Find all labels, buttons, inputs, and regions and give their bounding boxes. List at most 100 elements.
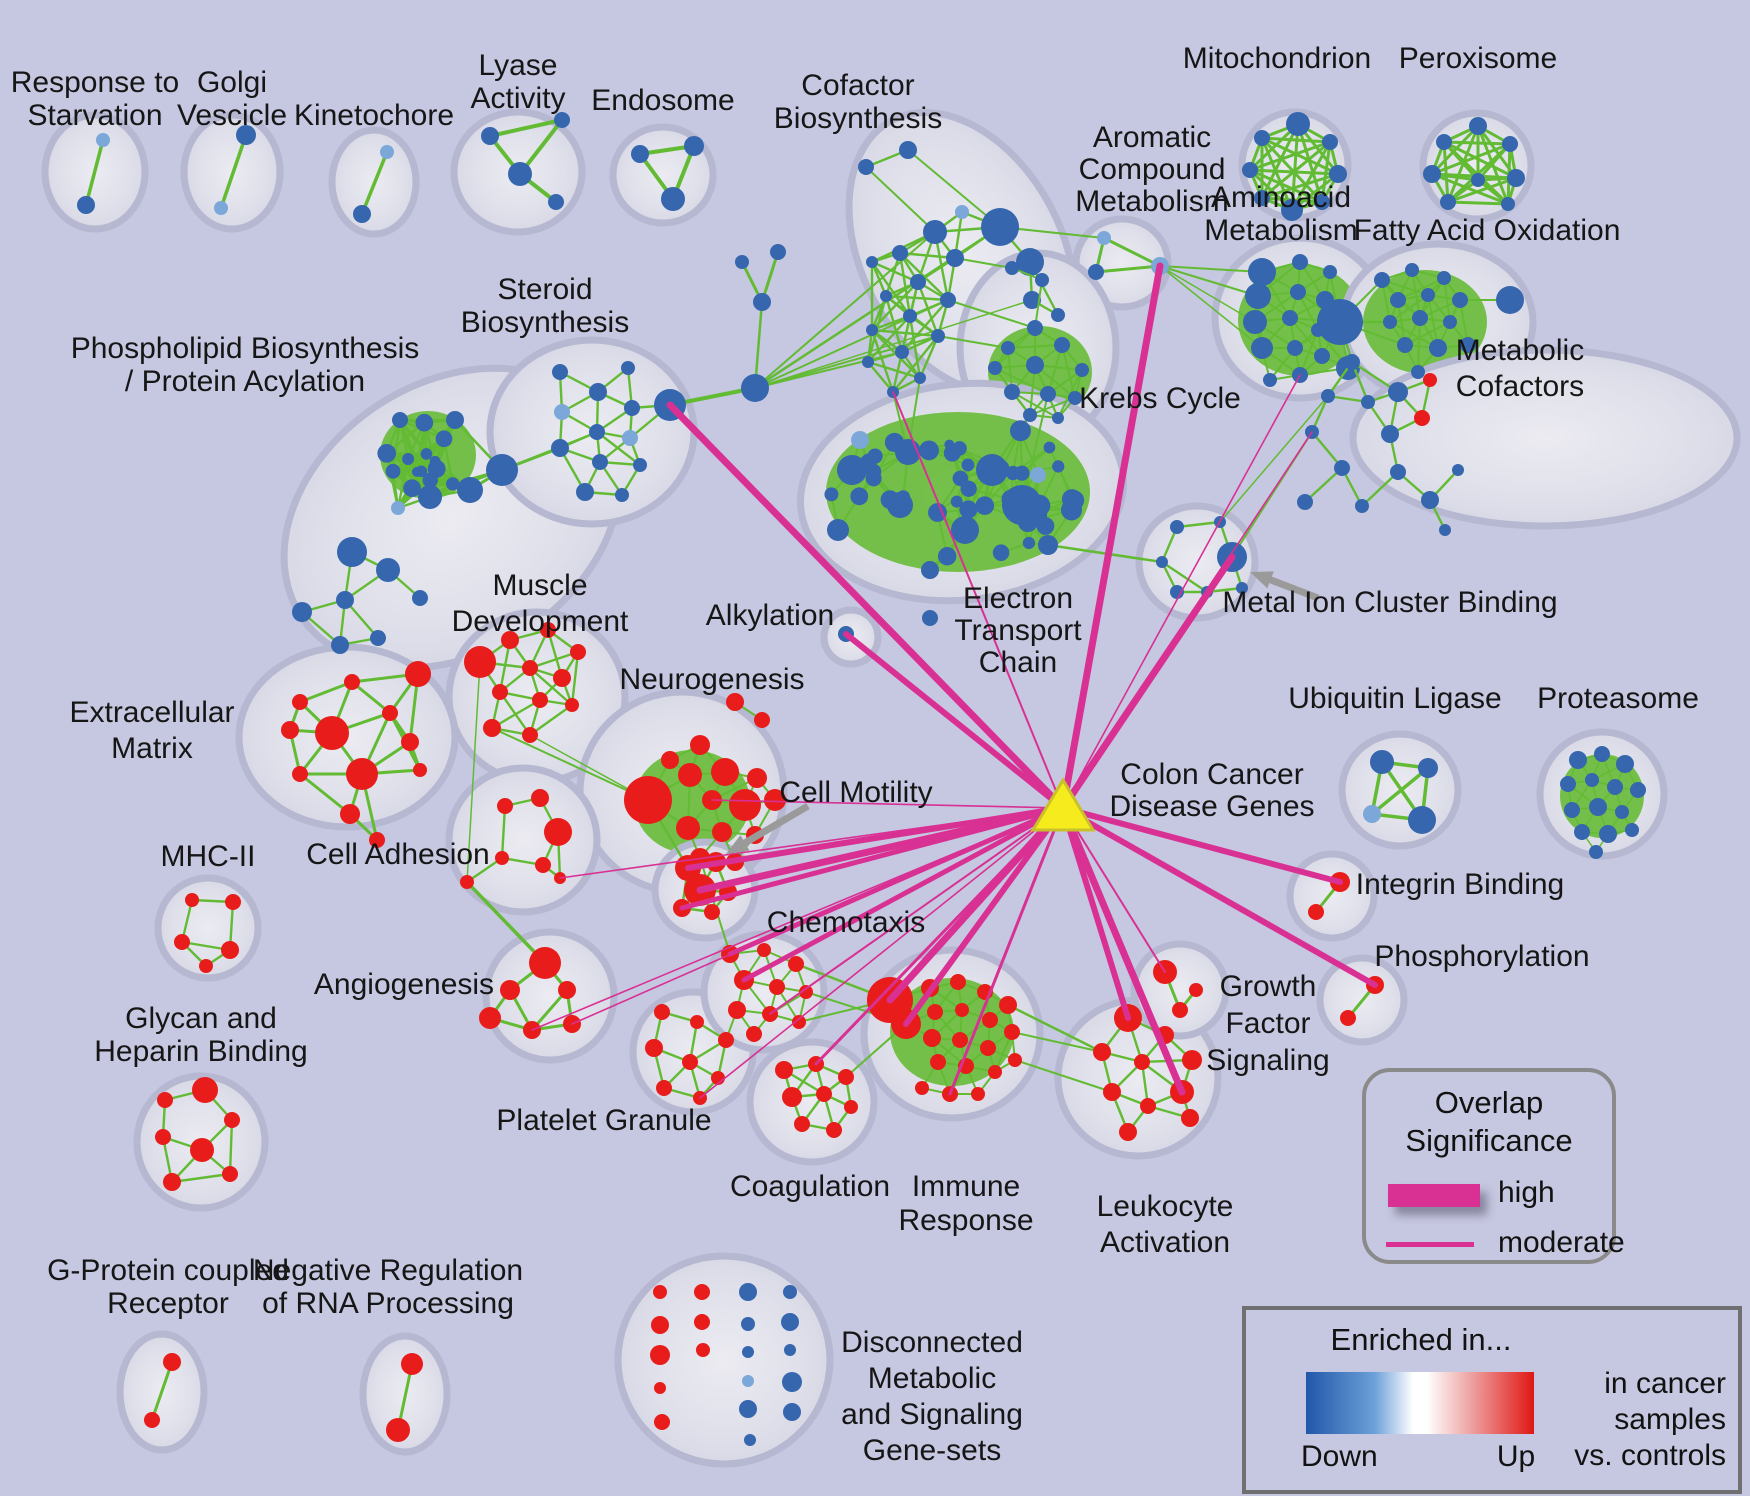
gene-set-node [532, 692, 548, 708]
green-edge [866, 314, 912, 364]
green-edge [1248, 168, 1340, 176]
cluster-label-aminoacid-metabolism: Aminoacid Metabolism [1204, 181, 1357, 247]
gene-set-node [1452, 292, 1468, 308]
gene-set-node [946, 249, 964, 267]
gene-set-node [155, 1129, 171, 1145]
gene-set-node [654, 1382, 666, 1394]
gene-set-node [1616, 755, 1634, 773]
gene-set-node [1502, 136, 1518, 152]
overlap-edge-high [843, 631, 1066, 811]
overlap-edge-high [814, 806, 1065, 1066]
green-edge [1094, 264, 1162, 274]
gene-set-node [988, 361, 1002, 375]
high-significance-swatch [1388, 1184, 1480, 1207]
green-edge [884, 294, 950, 302]
gene-set-node [696, 1343, 710, 1357]
cluster-label-phosphorylation: Phosphorylation [1374, 940, 1589, 973]
cluster-nodes-platelet-granule [645, 1004, 734, 1105]
gene-set-node [1414, 410, 1430, 426]
gene-set-node [1040, 386, 1056, 402]
gene-set-node [1585, 773, 1599, 787]
gene-set-node [412, 590, 428, 606]
cluster-label-angiogenesis: Angiogenesis [314, 968, 494, 1001]
green-link [1159, 265, 1256, 323]
gene-set-node [376, 558, 400, 582]
gene-set-node [615, 488, 629, 502]
gene-set-node [415, 413, 434, 432]
gene-set-node [1439, 524, 1451, 536]
gene-set-node [1443, 315, 1457, 329]
green-link [1011, 1031, 1103, 1053]
gene-set-node [1254, 130, 1270, 146]
gene-set-node [880, 290, 892, 302]
green-edge [1047, 344, 1063, 395]
gene-set-node [535, 857, 551, 873]
gene-set-node [336, 591, 354, 609]
gene-set-node [551, 439, 569, 457]
gene-set-node [315, 716, 349, 750]
gene-set-node [1005, 261, 1019, 275]
gene-set-node [1317, 299, 1363, 345]
gene-set-node [495, 851, 509, 865]
gene-set-node [850, 487, 869, 506]
gene-set-node [1314, 194, 1330, 210]
green-edge [528, 650, 580, 670]
gene-set-node [678, 763, 702, 787]
cluster-label-cell-adhesion: Cell Adhesion [306, 838, 489, 871]
gene-set-node [1023, 291, 1041, 309]
cluster-label-leukocyte-activation: Leukocyte Activation [1097, 1190, 1234, 1259]
gene-set-node [570, 644, 586, 660]
overlap-edge-high [948, 806, 1065, 1096]
gene-set-node [895, 345, 909, 359]
cluster-nodes-disconnected-gene-sets [650, 1283, 802, 1446]
gene-set-node [163, 1173, 181, 1191]
gene-set-node [661, 751, 679, 769]
gene-set-node [377, 444, 397, 463]
gene-set-node [1027, 320, 1043, 336]
green-edge [898, 251, 957, 260]
green-link [947, 299, 1036, 329]
overlap-edge-moderate [1062, 807, 1166, 973]
overlap-edge-high [1060, 805, 1343, 885]
gene-set-node [1469, 117, 1487, 135]
gene-set-node [1411, 365, 1425, 379]
gene-set-node [982, 463, 994, 474]
green-edge [891, 334, 940, 394]
gene-set-node [922, 610, 938, 626]
overlap-edge-high [666, 401, 1067, 812]
gene-set-node [1615, 805, 1629, 819]
gene-set-node [654, 1004, 670, 1020]
gene-set-node [460, 875, 474, 889]
gene-set-node [742, 1375, 754, 1387]
gene-set-node [676, 816, 700, 840]
gene-set-node [418, 485, 442, 509]
gene-set-node [1423, 373, 1437, 387]
gene-set-node [1075, 363, 1089, 377]
green-link [1159, 265, 1263, 273]
green-edge [1360, 470, 1400, 508]
gene-set-node [1412, 310, 1428, 326]
gene-set-node [492, 684, 508, 700]
cluster-nodes-lyase-activity [481, 112, 570, 210]
gene-set-node [385, 463, 401, 479]
green-edge [465, 856, 504, 884]
gene-set-node [858, 159, 874, 175]
gene-set-node [1093, 1043, 1111, 1061]
gene-set-node [981, 208, 1019, 246]
gene-set-node [1170, 585, 1184, 599]
green-edge [1442, 140, 1450, 204]
gene-set-node [880, 490, 900, 510]
gene-set-node [420, 448, 433, 460]
gene-set-node [622, 430, 638, 446]
gene-set-node [1119, 1123, 1137, 1141]
gene-set-node [1340, 1010, 1356, 1026]
gene-set-node [353, 205, 371, 223]
gene-set-node [757, 943, 771, 957]
gene-set-node [1421, 491, 1439, 509]
gene-set-node [837, 455, 867, 485]
green-edge [1442, 140, 1480, 182]
green-link [466, 661, 481, 883]
gene-set-node [923, 220, 947, 244]
